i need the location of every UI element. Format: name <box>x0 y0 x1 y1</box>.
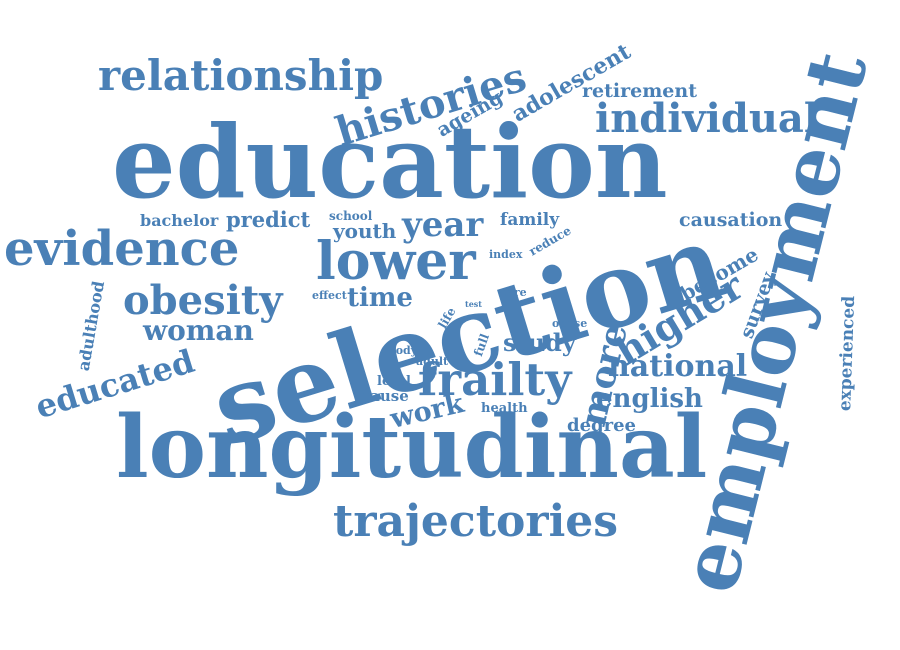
word-level: level <box>377 374 411 389</box>
word-lower: lower <box>316 231 476 292</box>
word-frailty: frailty <box>418 353 572 406</box>
word-woman: woman <box>143 314 254 347</box>
word-adult: adult <box>416 355 449 368</box>
word-school: school <box>329 209 373 223</box>
word-bachelor: bachelor <box>140 211 219 230</box>
word-relationship: relationship <box>98 51 384 100</box>
word-cause: cause <box>361 387 409 405</box>
word-obesity: obesity <box>123 277 283 324</box>
word-body: body <box>388 344 418 357</box>
word-family: family <box>500 210 560 230</box>
word-evidence: evidence <box>4 221 240 277</box>
word-individual: individual <box>595 95 820 142</box>
word-care: care <box>500 286 527 299</box>
word-longitudinal: longitudinal <box>116 397 708 498</box>
word-time: time <box>347 283 413 313</box>
word-predict: predict <box>226 207 311 232</box>
word-study: study <box>503 328 576 357</box>
word-obese: obese <box>552 317 588 330</box>
word-degree: degree <box>567 415 637 436</box>
word-effect: effect <box>312 289 347 302</box>
word-education: education <box>112 103 668 221</box>
word-youth: youth <box>333 219 397 243</box>
word-english: english <box>596 384 703 414</box>
word-national: national <box>608 349 748 384</box>
word-experienced: experienced <box>835 295 860 412</box>
word-index: index <box>489 248 523 261</box>
word-year: year <box>402 205 484 245</box>
word-causation: causation <box>679 209 783 231</box>
word-adulthood: adulthood <box>73 279 109 373</box>
word-health: health <box>481 401 528 416</box>
word-trajectories: trajectories <box>333 496 619 547</box>
word-retirement: retirement <box>582 80 697 102</box>
word-test: test <box>465 299 482 309</box>
